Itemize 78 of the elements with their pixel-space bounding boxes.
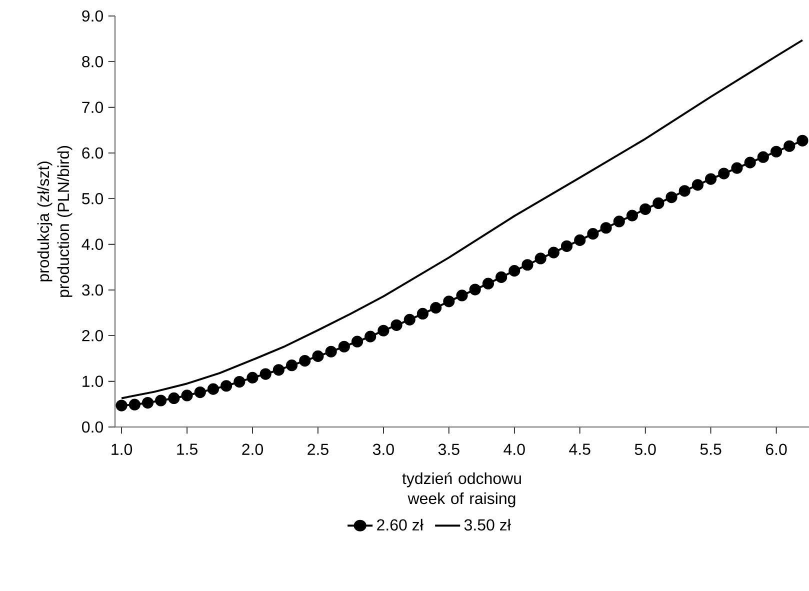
x-tick-label: 3.5	[438, 444, 460, 456]
point	[443, 296, 455, 308]
y-tick-label: 5.0	[82, 192, 104, 204]
legend-label: 2.60 zł	[377, 518, 424, 531]
point	[600, 222, 612, 234]
point	[640, 203, 652, 215]
x-tick-label: 1.0	[112, 444, 132, 456]
point	[534, 252, 546, 264]
point	[142, 396, 154, 409]
x-axis-title: tydzień odchowu week of raising	[402, 472, 521, 508]
point	[286, 360, 298, 372]
y-tick-label: 9.0	[82, 10, 104, 22]
point	[456, 290, 468, 302]
point	[272, 364, 284, 376]
x-tick-label: 4.0	[504, 444, 525, 456]
point	[234, 376, 246, 388]
x-tick-label: 2.5	[308, 444, 328, 456]
x-tick-label: 5.0	[634, 444, 656, 456]
point	[351, 336, 364, 348]
legend-label: 3.50 zł	[464, 518, 511, 531]
point	[796, 134, 808, 146]
point	[692, 179, 704, 191]
point	[482, 278, 494, 290]
x-tick-label: 5.5	[700, 444, 722, 455]
point	[312, 350, 324, 362]
y-tick-label: 2.0	[82, 330, 104, 342]
point	[404, 314, 416, 326]
y-tick-label: 0.0	[82, 421, 104, 433]
point	[469, 284, 481, 296]
x-tick-label: 6.0	[766, 444, 787, 456]
point	[613, 216, 625, 228]
y-tick-label: 1.0	[82, 376, 104, 387]
y-tick-label: 8.0	[82, 56, 104, 68]
point	[574, 234, 586, 246]
point	[666, 191, 678, 204]
point	[325, 346, 337, 358]
x-tick-label: 2.0	[242, 444, 263, 456]
point	[364, 330, 376, 342]
point	[246, 372, 258, 384]
point	[718, 168, 730, 180]
point	[116, 400, 128, 412]
y-tick-label: 7.0	[82, 102, 104, 113]
x-tick-label: 3.0	[372, 444, 394, 456]
point	[194, 386, 206, 398]
point	[652, 197, 664, 210]
point	[495, 271, 508, 283]
point	[181, 390, 193, 402]
point	[784, 140, 796, 152]
point	[587, 228, 599, 240]
x-tick-label: 4.5	[569, 444, 590, 455]
point	[548, 246, 560, 258]
point	[390, 319, 402, 331]
y-tick-label: 3.0	[82, 284, 104, 296]
point	[678, 185, 690, 197]
point	[416, 308, 429, 320]
point	[220, 380, 232, 392]
point	[338, 340, 350, 352]
point	[704, 173, 717, 185]
point	[378, 324, 390, 336]
point	[260, 368, 272, 380]
point	[299, 354, 311, 367]
point	[770, 146, 782, 158]
y-tick-label: 4.0	[82, 238, 104, 250]
point	[731, 162, 743, 174]
point	[757, 151, 769, 163]
point	[626, 210, 638, 222]
point	[522, 259, 534, 271]
y-tick-label: 6.0	[82, 147, 104, 159]
point	[207, 383, 220, 395]
point	[168, 392, 180, 404]
point	[744, 156, 756, 168]
point	[508, 265, 520, 277]
y-axis-title: produkcja (zł/szt) production (PLN/bird)	[37, 146, 72, 297]
point	[560, 240, 573, 252]
x-tick-label: 1.5	[177, 444, 198, 455]
point	[430, 302, 442, 314]
point	[128, 398, 140, 410]
point	[155, 394, 167, 406]
